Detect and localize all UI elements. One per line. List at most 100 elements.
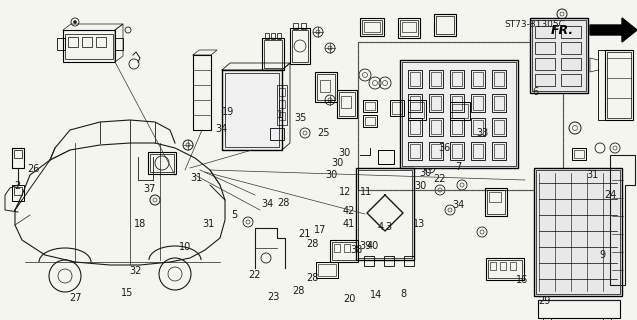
Text: 4: 4 — [378, 221, 384, 232]
Bar — [486, 258, 524, 280]
Bar — [334, 244, 340, 252]
Bar — [535, 26, 555, 38]
Bar — [536, 170, 620, 294]
Text: 23: 23 — [268, 292, 280, 302]
Text: 41: 41 — [343, 219, 355, 229]
Text: 33: 33 — [476, 128, 489, 138]
Bar — [301, 23, 306, 29]
Text: 18: 18 — [134, 219, 147, 229]
Text: 22: 22 — [248, 269, 261, 280]
Text: 34: 34 — [215, 124, 228, 134]
Bar — [400, 20, 418, 36]
Text: 29: 29 — [538, 296, 551, 306]
Text: 6: 6 — [532, 87, 538, 97]
Bar — [561, 26, 581, 38]
Text: 27: 27 — [69, 292, 82, 303]
Bar — [364, 22, 380, 32]
Text: 30: 30 — [414, 180, 427, 191]
Bar — [222, 70, 282, 150]
Bar — [535, 58, 555, 70]
Text: 2: 2 — [15, 180, 21, 191]
Bar — [290, 28, 310, 64]
Bar — [605, 50, 633, 120]
Bar — [332, 242, 356, 260]
Bar — [471, 142, 485, 160]
Bar — [390, 100, 404, 116]
Bar — [398, 18, 420, 38]
Bar — [392, 102, 402, 114]
Bar — [364, 256, 374, 266]
Bar — [492, 142, 506, 160]
Text: 30: 30 — [331, 158, 344, 168]
Bar — [452, 72, 462, 86]
Bar — [65, 34, 113, 59]
Bar — [365, 102, 375, 110]
Bar — [603, 318, 611, 320]
Bar — [574, 150, 584, 158]
Bar — [317, 74, 335, 100]
Bar — [485, 188, 507, 216]
Text: 10: 10 — [178, 242, 191, 252]
Bar — [277, 33, 281, 39]
Bar — [316, 262, 338, 278]
Bar — [450, 142, 464, 160]
Bar — [535, 74, 555, 86]
Bar — [14, 187, 22, 195]
Bar — [410, 144, 420, 158]
Text: 40: 40 — [366, 241, 379, 251]
Bar — [488, 260, 522, 278]
Bar — [408, 142, 422, 160]
Bar — [339, 92, 355, 116]
Bar — [193, 55, 211, 130]
Bar — [473, 120, 483, 134]
Text: 20: 20 — [343, 294, 355, 304]
Text: 24: 24 — [604, 189, 617, 200]
Bar — [408, 100, 426, 120]
Bar — [68, 37, 78, 47]
Bar — [494, 120, 504, 134]
Text: 32: 32 — [129, 266, 142, 276]
Text: 15: 15 — [121, 288, 134, 298]
Text: 26: 26 — [27, 164, 39, 174]
Bar — [225, 73, 279, 147]
Circle shape — [73, 20, 76, 23]
Bar — [358, 42, 563, 190]
Text: 34: 34 — [452, 200, 465, 210]
Text: 1: 1 — [277, 109, 283, 120]
Text: FR.: FR. — [551, 23, 574, 36]
Text: ST73-B1305C: ST73-B1305C — [505, 20, 566, 28]
Text: 8: 8 — [400, 289, 406, 300]
Bar — [402, 22, 416, 32]
Text: 31: 31 — [203, 219, 215, 229]
Bar — [408, 70, 422, 88]
Bar — [384, 256, 394, 266]
Polygon shape — [590, 18, 637, 42]
Bar — [320, 80, 330, 92]
Text: 31: 31 — [190, 172, 203, 183]
Bar — [532, 20, 586, 91]
Bar — [360, 18, 384, 36]
Text: 7: 7 — [455, 162, 462, 172]
Text: 22: 22 — [433, 174, 446, 184]
Bar — [429, 118, 443, 136]
Bar — [404, 256, 414, 266]
Bar — [452, 144, 462, 158]
Bar — [402, 62, 516, 166]
Text: 37: 37 — [143, 184, 156, 194]
Bar — [452, 104, 468, 118]
Bar — [315, 72, 337, 102]
Bar — [293, 23, 298, 29]
Text: 31: 31 — [586, 170, 599, 180]
Text: 21: 21 — [298, 228, 311, 239]
Bar — [408, 94, 422, 112]
Bar — [535, 42, 555, 54]
Bar — [494, 96, 504, 110]
Text: 12: 12 — [339, 187, 352, 197]
Text: 3: 3 — [385, 221, 392, 232]
Bar — [473, 96, 483, 110]
Bar — [270, 128, 284, 140]
Bar — [358, 170, 412, 258]
Bar — [410, 102, 424, 118]
Bar — [115, 38, 123, 50]
Bar — [471, 94, 485, 112]
